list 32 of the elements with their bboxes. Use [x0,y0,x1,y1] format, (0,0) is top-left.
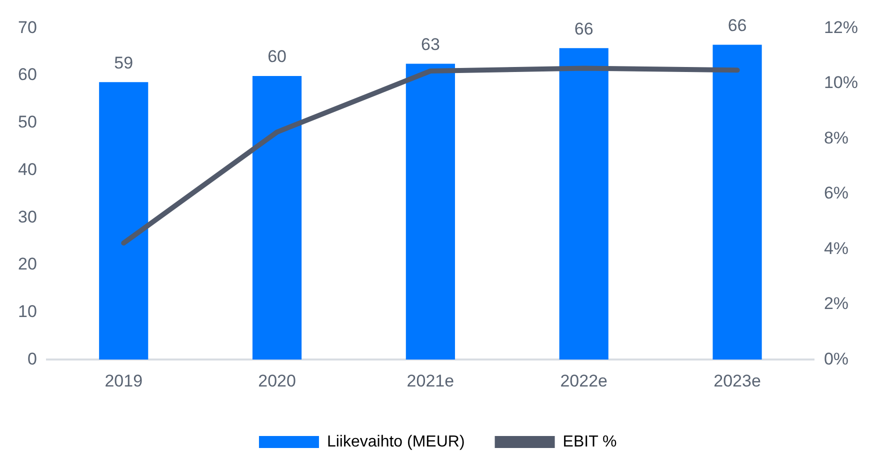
y-tick-label: 30 [18,207,37,226]
bar [99,82,148,360]
y-tick-label: 40 [18,160,37,179]
bar [559,48,608,360]
y-tick-label: 50 [18,112,37,132]
x-tick-label: 2020 [258,371,296,390]
data-label: 66 [728,16,747,35]
y-tick-label: 70 [18,18,37,37]
y-tick-label: 0 [27,349,37,368]
data-label: 59 [114,53,134,72]
x-tick-label: 2021e [406,371,454,390]
data-label: 66 [574,19,594,38]
legend-label: Liikevaihto (MEUR) [326,433,465,450]
bar [712,44,762,360]
legend-label: EBIT % [562,433,617,450]
bar [252,76,302,360]
y2-tick-label: 12% [824,18,858,37]
y2-tick-label: 8% [824,128,849,148]
y-tick-label: 60 [18,65,37,84]
x-tick-label: 2023e [714,371,761,390]
x-tick-label: 2019 [104,371,143,390]
y2-tick-label: 4% [824,238,849,258]
y2-tick-label: 6% [824,184,849,203]
x-tick-label: 2022e [560,371,608,390]
y2-tick-label: 0% [824,349,849,368]
bar [406,64,455,360]
data-label: 63 [420,34,440,54]
y-tick-label: 10 [18,302,37,321]
y2-tick-label: 2% [824,294,849,314]
data-label: 60 [268,47,286,66]
y-tick-label: 20 [18,254,37,274]
y2-tick-label: 10% [824,73,858,92]
